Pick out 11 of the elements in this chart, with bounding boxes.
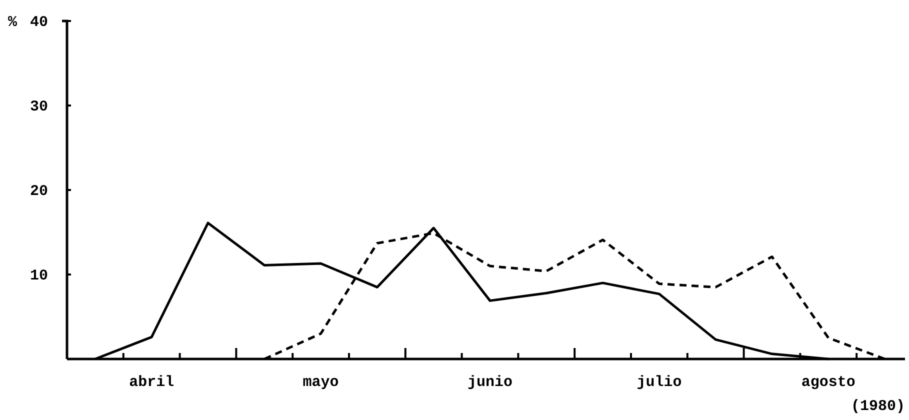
x-tick-label: abril bbox=[129, 374, 174, 391]
x-axis-title: (1980) bbox=[850, 398, 905, 415]
x-tick-label: mayo bbox=[302, 374, 339, 391]
y-tick-label: 30 bbox=[30, 98, 48, 116]
y-tick-label: 10 bbox=[30, 267, 48, 284]
y-tick-label: 40 bbox=[30, 14, 48, 31]
y-tick-label: 20 bbox=[30, 182, 48, 200]
y-axis-title: % bbox=[8, 14, 18, 31]
x-tick-label: julio bbox=[636, 374, 682, 391]
x-tick-label: agosto bbox=[801, 374, 856, 391]
x-tick-label: junio bbox=[467, 374, 513, 391]
